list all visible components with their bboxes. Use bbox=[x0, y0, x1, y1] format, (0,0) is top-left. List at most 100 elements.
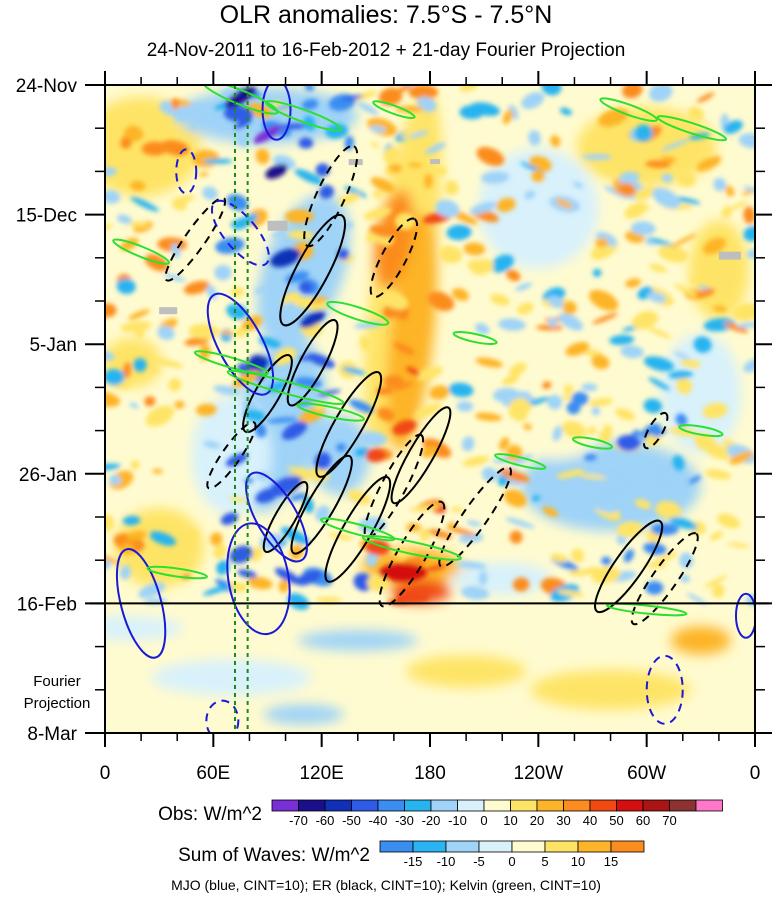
olr-anomaly-blob bbox=[429, 385, 450, 400]
olr-anomaly-blob bbox=[202, 186, 218, 200]
olr-anomaly-blob bbox=[561, 395, 574, 401]
kelvin-contour bbox=[326, 300, 390, 326]
olr-anomaly-blob bbox=[369, 125, 386, 133]
olr-anomaly-blob bbox=[409, 504, 441, 512]
olr-anomaly-blob bbox=[565, 341, 590, 357]
olr-anomaly-blob bbox=[702, 237, 726, 255]
olr-anomaly-blob bbox=[284, 209, 314, 224]
colorbar-swatch bbox=[351, 799, 379, 812]
olr-anomaly-blob bbox=[427, 291, 455, 311]
olr-anomaly-blob bbox=[114, 507, 205, 588]
colorbar-swatch bbox=[377, 799, 405, 812]
olr-anomaly-blob bbox=[592, 268, 602, 277]
olr-anomaly-blob bbox=[703, 575, 728, 588]
olr-anomaly-blob bbox=[634, 124, 653, 142]
olr-anomaly-blob bbox=[153, 358, 184, 368]
wave-legend-footnote: MJO (blue, CINT=10); ER (black, CINT=10)… bbox=[171, 877, 601, 893]
projection-blob bbox=[406, 655, 527, 688]
olr-anomaly-blob bbox=[598, 427, 613, 444]
olr-anomaly-blob bbox=[122, 362, 132, 380]
x-tick-label: 180 bbox=[414, 763, 446, 784]
olr-anomaly-blob bbox=[712, 305, 727, 313]
olr-anomaly-blob bbox=[425, 142, 446, 154]
olr-anomaly-blob bbox=[572, 181, 584, 189]
olr-anomaly-blob bbox=[673, 283, 698, 297]
olr-anomaly-blob bbox=[476, 146, 505, 166]
er-contour bbox=[594, 519, 664, 614]
olr-anomaly-blob bbox=[729, 451, 754, 465]
olr-anomaly-blob bbox=[157, 237, 187, 252]
olr-anomaly-blob bbox=[677, 171, 696, 188]
olr-anomaly-blob bbox=[234, 327, 247, 338]
olr-anomaly-blob bbox=[247, 576, 273, 590]
olr-anomaly-blob bbox=[577, 473, 607, 480]
olr-anomaly-blob bbox=[481, 467, 498, 482]
olr-anomaly-blob bbox=[675, 413, 688, 427]
olr-anomaly-blob bbox=[130, 460, 140, 470]
er-contour bbox=[279, 213, 346, 327]
kelvin-contour bbox=[362, 534, 462, 561]
olr-anomaly-blob bbox=[393, 342, 415, 355]
olr-anomaly-blob bbox=[456, 400, 474, 412]
olr-anomaly-blob bbox=[388, 163, 403, 173]
olr-anomaly-blob bbox=[557, 589, 585, 597]
olr-anomaly-blob bbox=[289, 492, 307, 502]
er-contour bbox=[290, 454, 353, 555]
olr-anomaly-blob bbox=[670, 233, 698, 249]
olr-anomaly-blob bbox=[617, 182, 636, 197]
colorbar-swatch bbox=[544, 840, 579, 853]
olr-anomaly-blob bbox=[703, 318, 736, 332]
olr-anomaly-blob bbox=[738, 133, 755, 149]
olr-anomaly-blob bbox=[229, 581, 248, 592]
olr-anomaly-blob bbox=[298, 355, 323, 361]
er-contour bbox=[242, 353, 293, 434]
olr-anomaly-blob bbox=[743, 186, 755, 194]
olr-anomaly-blob bbox=[127, 221, 149, 228]
olr-anomaly-blob bbox=[652, 187, 681, 209]
er-contour bbox=[262, 481, 309, 553]
colorbar-level-label: 5 bbox=[541, 854, 548, 869]
olr-anomaly-blob bbox=[151, 367, 160, 372]
colorbars: Obs: W/m^2 -70 -60 -50 -40 -30 -20 -10 0 10 20 30 40… bbox=[158, 799, 723, 869]
olr-anomaly-blob bbox=[591, 354, 610, 370]
kelvin-contour bbox=[112, 238, 170, 265]
olr-anomaly-blob bbox=[116, 214, 132, 224]
colorbar-level-label: -40 bbox=[369, 813, 388, 828]
colorbar-swatch bbox=[445, 840, 480, 853]
mjo-contour bbox=[115, 548, 167, 659]
olr-anomaly-blob bbox=[531, 495, 541, 502]
olr-anomaly-blob bbox=[278, 579, 290, 593]
mjo-contour bbox=[645, 654, 684, 725]
olr-anomaly-blob bbox=[206, 284, 217, 300]
olr-anomaly-blob bbox=[271, 228, 291, 238]
olr-anomaly-blob bbox=[571, 548, 585, 563]
mjo-contour bbox=[175, 148, 198, 195]
mjo-contour bbox=[261, 85, 292, 141]
colorbar-swatch bbox=[271, 799, 299, 812]
olr-anomaly-blob bbox=[444, 180, 459, 196]
olr-anomaly-blob bbox=[693, 336, 712, 353]
olr-anomaly-blob bbox=[413, 403, 442, 419]
missing-data-patch bbox=[430, 159, 440, 165]
olr-anomaly-blob bbox=[542, 506, 559, 517]
er-contour bbox=[438, 466, 512, 568]
olr-anomaly-blob bbox=[648, 237, 677, 248]
olr-anomaly-blob bbox=[723, 322, 749, 333]
colorbar-level-label: 50 bbox=[609, 813, 623, 828]
colorbar-level-label: 30 bbox=[556, 813, 570, 828]
colorbar-swatch bbox=[695, 799, 723, 812]
olr-anomaly-blob bbox=[709, 531, 724, 541]
olr-anomaly-blob bbox=[216, 560, 230, 575]
olr-anomaly-blob bbox=[298, 137, 314, 149]
olr-anomaly-blob bbox=[144, 396, 156, 407]
colorbar-swatch bbox=[412, 840, 447, 853]
wave-contours bbox=[112, 85, 755, 733]
olr-anomaly-blob bbox=[688, 475, 702, 484]
olr-anomaly-blob bbox=[358, 431, 387, 447]
olr-anomaly-blob bbox=[587, 426, 596, 435]
projection-blob bbox=[670, 626, 731, 655]
olr-anomaly-blob bbox=[661, 139, 690, 152]
olr-anomaly-blob bbox=[295, 570, 322, 586]
colorbar-level-label: -15 bbox=[404, 854, 423, 869]
